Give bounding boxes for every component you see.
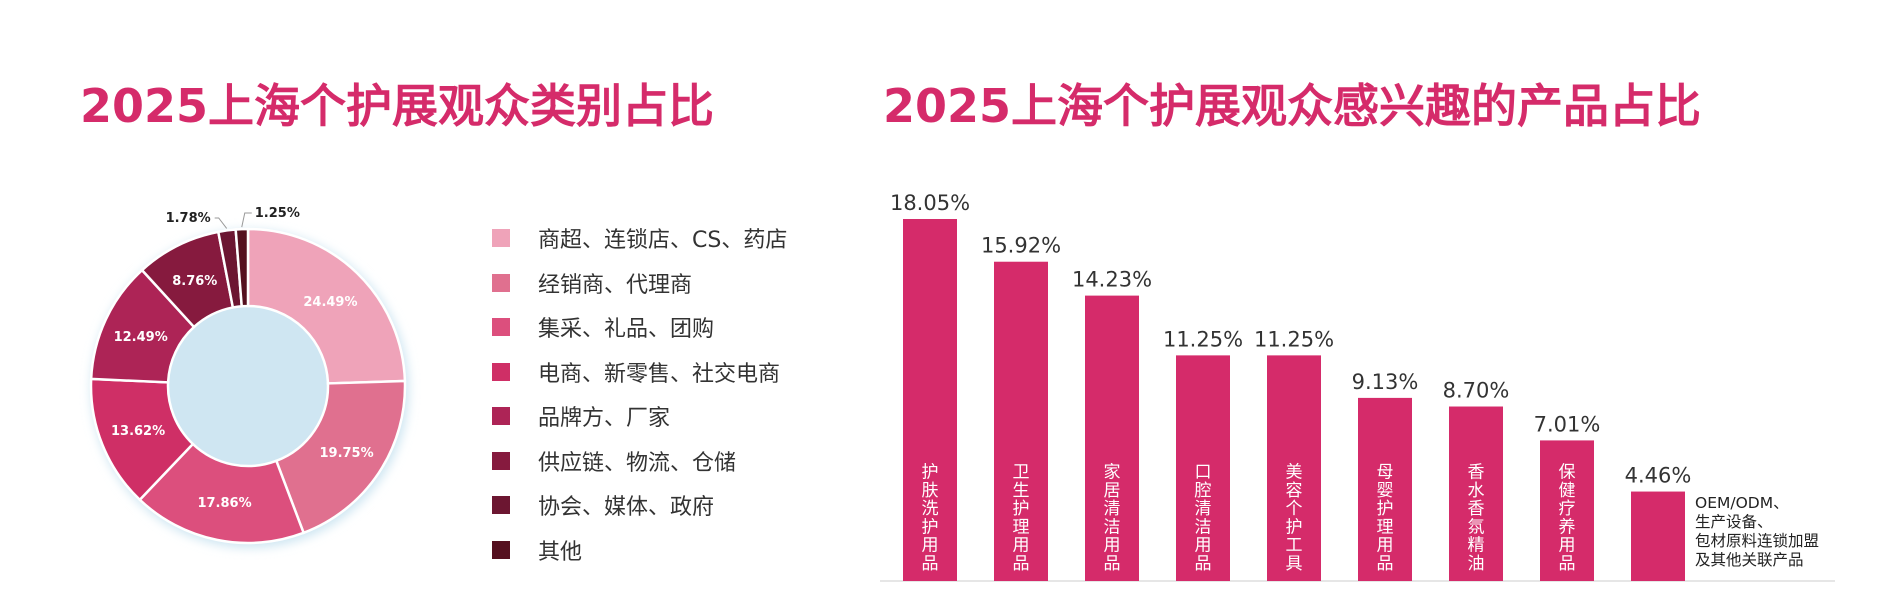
bar-category-label: 保健疗养用品	[1559, 463, 1576, 575]
bar-category-label: 美容个护工具	[1286, 463, 1303, 575]
bar-category-label: 卫生护理用品	[1013, 463, 1030, 575]
donut-slice	[246, 227, 407, 385]
legend-swatch	[492, 496, 510, 515]
bar	[1358, 397, 1412, 581]
legend-label: 品牌方、厂家	[538, 406, 671, 432]
bar-value-label: 9.13%	[1352, 370, 1419, 394]
donut-slice-label: 8.76%	[172, 274, 217, 289]
donut-slice-label: 12.49%	[114, 330, 168, 345]
legend-item: 经销商、代理商	[492, 261, 787, 306]
bar-value-label: 4.46%	[1625, 464, 1692, 488]
bar	[994, 261, 1048, 581]
bar-value-label: 7.01%	[1534, 412, 1601, 436]
donut-slice	[234, 227, 250, 308]
donut-chart-title: 2025上海个护展观众类别占比	[80, 79, 715, 133]
donut-slice-label: 1.78%	[166, 211, 211, 226]
legend-swatch	[492, 451, 510, 470]
bar-category-label: 家居清洁用品	[1104, 463, 1121, 575]
legend-swatch	[492, 229, 510, 248]
bar	[1449, 406, 1503, 581]
bar-value-label: 11.25%	[1254, 327, 1334, 351]
legend-label: 商超、连锁店、CS、药店	[538, 228, 788, 254]
bar	[1176, 355, 1230, 581]
bar	[1540, 440, 1594, 581]
bar	[903, 219, 957, 581]
bar-value-label: 15.92%	[981, 234, 1061, 258]
legend-item: 电商、新零售、社交电商	[492, 350, 787, 395]
legend-label: 供应链、物流、仓储	[538, 450, 737, 476]
legend-label: 电商、新零售、社交电商	[538, 361, 781, 387]
legend-label: 集采、礼品、团购	[538, 317, 715, 343]
legend-item: 集采、礼品、团购	[492, 305, 787, 350]
bar-category-label: 母婴护理用品	[1377, 463, 1394, 575]
donut-slice-label: 1.25%	[255, 206, 300, 221]
legend-swatch	[492, 273, 510, 292]
bar-category-label: 香水香氛精油	[1468, 463, 1485, 575]
bar	[1085, 295, 1139, 581]
legend-label: 协会、媒体、政府	[538, 495, 715, 521]
bar-value-label: 18.05%	[890, 191, 970, 215]
legend-item: 其他	[492, 528, 787, 573]
donut-slice-label: 17.86%	[197, 496, 251, 511]
legend-item: 供应链、物流、仓储	[492, 439, 787, 484]
donut-slice	[274, 379, 407, 535]
bar	[1631, 491, 1685, 581]
bar-category-label: 护肤洗护用品	[922, 463, 939, 575]
legend-item: 商超、连锁店、CS、药店	[492, 216, 787, 261]
legend-item: 品牌方、厂家	[492, 394, 787, 439]
bar	[1267, 355, 1321, 581]
legend-swatch	[492, 540, 510, 559]
legend-swatch	[492, 362, 510, 381]
legend-item: 协会、媒体、政府	[492, 483, 787, 528]
bar-category-label: 口腔清洁用品	[1195, 463, 1212, 575]
leader-line	[214, 217, 228, 229]
legend-swatch	[492, 318, 510, 337]
bar-category-label: OEM/ODM、生产设备、包材原料连锁加盟及其他关联产品	[1695, 494, 1819, 569]
donut-slice-label: 13.62%	[111, 424, 165, 439]
bar-value-label: 8.70%	[1443, 379, 1510, 403]
leader-line	[241, 212, 252, 228]
donut-slice-label: 24.49%	[303, 295, 357, 310]
bar-value-label: 11.25%	[1163, 327, 1243, 351]
bar-value-label: 14.23%	[1072, 268, 1152, 292]
legend-label: 其他	[538, 539, 583, 565]
bar-chart-title: 2025上海个护展观众感兴趣的产品占比	[883, 79, 1702, 133]
donut-slice-label: 19.75%	[319, 446, 373, 461]
donut-legend: 商超、连锁店、CS、药店 经销商、代理商 集采、礼品、团购电商、新零售、社交电商 品牌…	[492, 216, 787, 572]
legend-swatch	[492, 407, 510, 426]
legend-label: 经销商、代理商	[538, 272, 693, 298]
